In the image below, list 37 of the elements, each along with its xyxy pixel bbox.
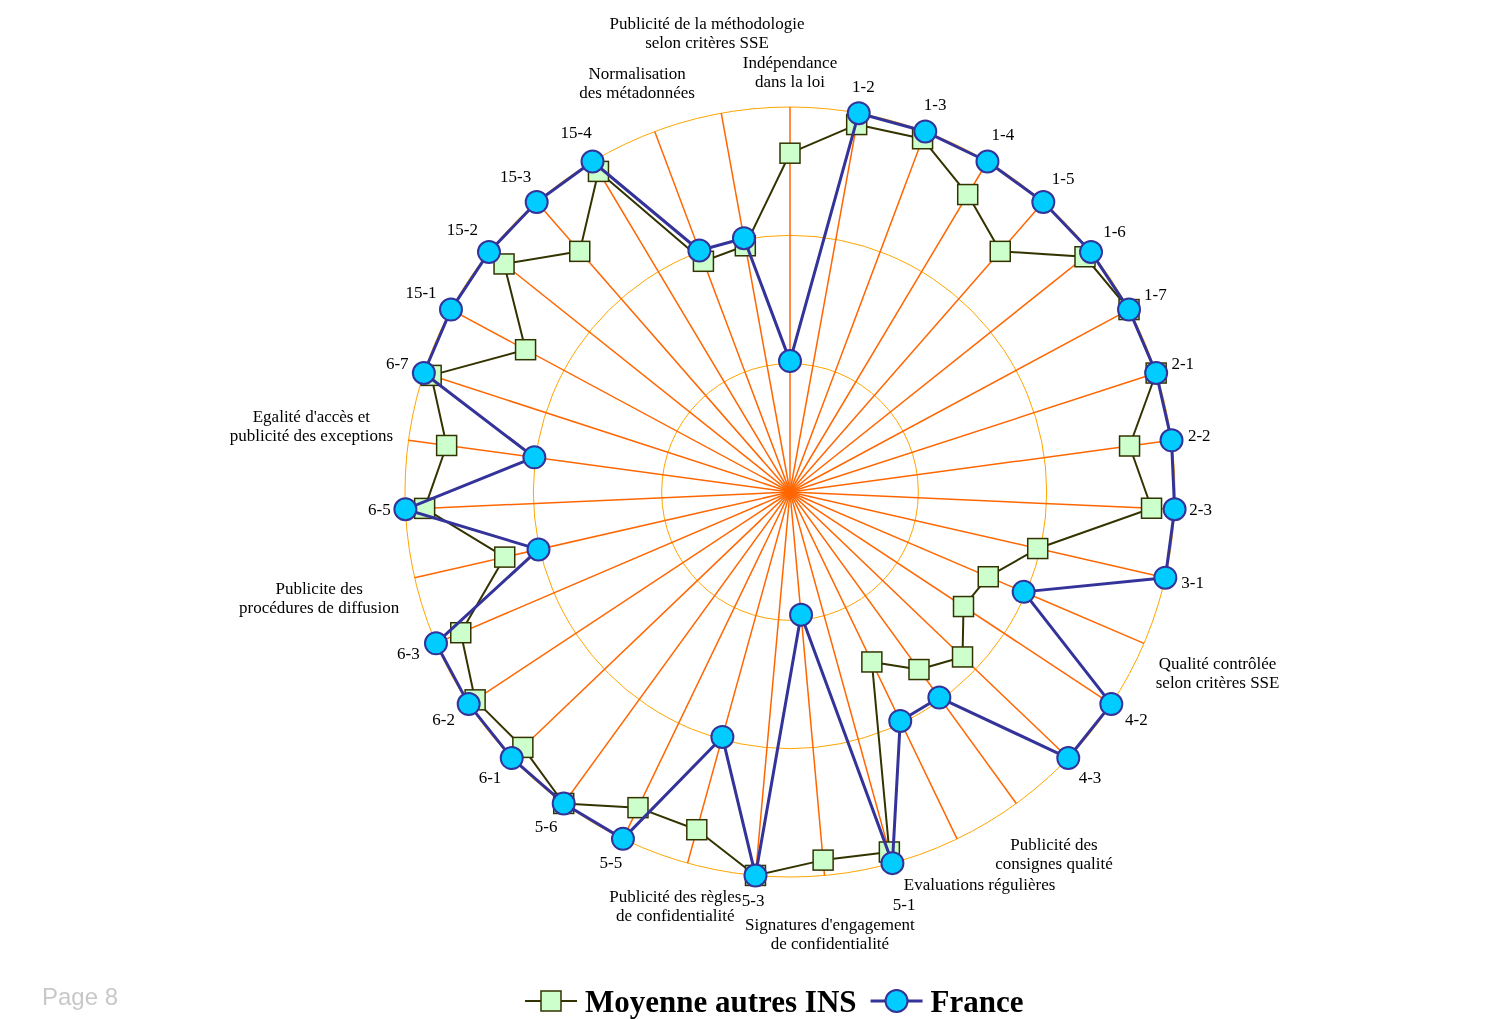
- spoke-label: 5-3: [741, 890, 765, 910]
- spoke-label: 4-2: [1125, 709, 1148, 729]
- spoke-label: Signatures d'engagement de confidentialité: [745, 914, 916, 953]
- spoke-label: Evaluations régulières: [903, 874, 1056, 894]
- spoke-label: Normalisation des métadonnées: [579, 64, 695, 103]
- spoke-label: 1-6: [1103, 222, 1126, 242]
- spoke-label: Indépendance dans la loi: [742, 52, 838, 91]
- spoke-label: Publicité des consignes qualité: [995, 834, 1113, 873]
- spoke-label: 4-3: [1078, 767, 1102, 787]
- spoke-label: 15-4: [560, 123, 593, 143]
- spoke-label: 2-2: [1187, 425, 1211, 445]
- spoke-label: 5-6: [534, 816, 558, 836]
- spoke-label: Publicité des règles de confidentialité: [609, 887, 742, 926]
- spoke-label: Qualité contrôlée selon critères SSE: [1155, 654, 1280, 693]
- spoke-label: 15-3: [500, 167, 532, 187]
- spoke-label: 15-1: [405, 282, 437, 302]
- spoke-label: Publicite des procédures de diffusion: [239, 579, 400, 618]
- legend-label: Moyenne autres INS: [585, 983, 857, 1019]
- spoke-label: 2-3: [1189, 499, 1212, 519]
- spoke-label: 3-1: [1181, 573, 1204, 593]
- spoke-label: 5-5: [599, 853, 623, 873]
- spoke-label: 2-1: [1171, 353, 1195, 373]
- spoke-label: Egalité d'accès et publicité des exceptions: [229, 406, 394, 445]
- spoke-label: 6-3: [397, 644, 420, 664]
- spoke-label: 1-5: [1051, 168, 1075, 188]
- spoke-label: 6-5: [368, 499, 391, 519]
- spoke-label: 5-1: [892, 894, 916, 914]
- spoke-label: Publicité de la méthodologie selon critères SSE: [609, 14, 805, 53]
- spoke-label: 15-2: [446, 219, 478, 239]
- legend-label: France: [930, 983, 1024, 1019]
- spoke-label: 6-7: [385, 353, 410, 373]
- spoke-label: 1-4: [991, 124, 1015, 144]
- spoke-label: 6-2: [432, 709, 455, 729]
- spoke-label: 1-3: [923, 94, 947, 114]
- spoke-label: 6-1: [478, 767, 502, 787]
- spoke-label: 1-2: [852, 76, 875, 96]
- spoke-label: 1-7: [1144, 284, 1168, 304]
